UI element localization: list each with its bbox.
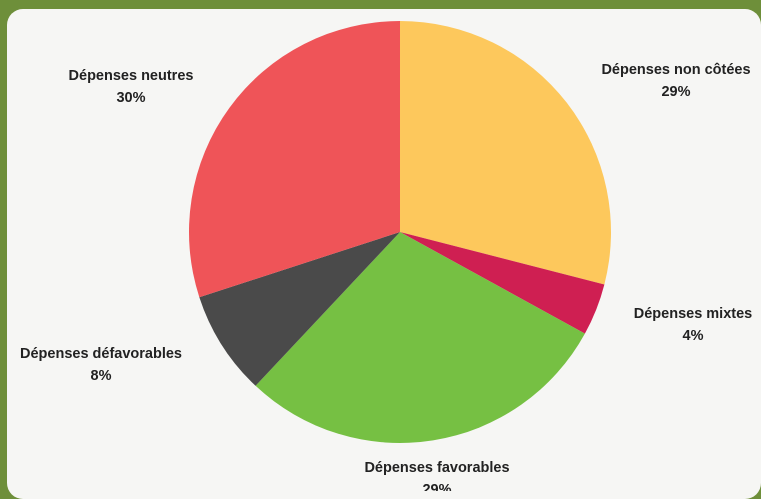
pie-slice — [400, 232, 605, 334]
pie-slice — [199, 232, 400, 386]
pie-slice — [188, 21, 400, 298]
slice-value-label: 29% — [661, 84, 690, 100]
slice-label: Dépenses favorables — [364, 460, 509, 476]
slice-value-label: 8% — [91, 368, 112, 384]
slice-label: Dépenses non côtées — [601, 62, 750, 78]
slice-value-label: 29% — [422, 482, 451, 491]
slice-label: Dépenses mixtes — [634, 306, 752, 322]
pie-slice — [400, 21, 611, 285]
slice-label: Dépenses défavorables — [20, 346, 182, 362]
slice-value-label: 30% — [116, 90, 145, 106]
pie-slice — [255, 232, 585, 443]
slice-label: Dépenses neutres — [69, 68, 194, 84]
slice-value-label: 4% — [683, 328, 704, 344]
